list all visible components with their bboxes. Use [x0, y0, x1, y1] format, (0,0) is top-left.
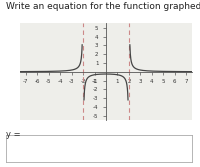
- Text: y =: y =: [6, 130, 21, 139]
- Text: Write an equation for the function graphed below: Write an equation for the function graph…: [6, 2, 200, 11]
